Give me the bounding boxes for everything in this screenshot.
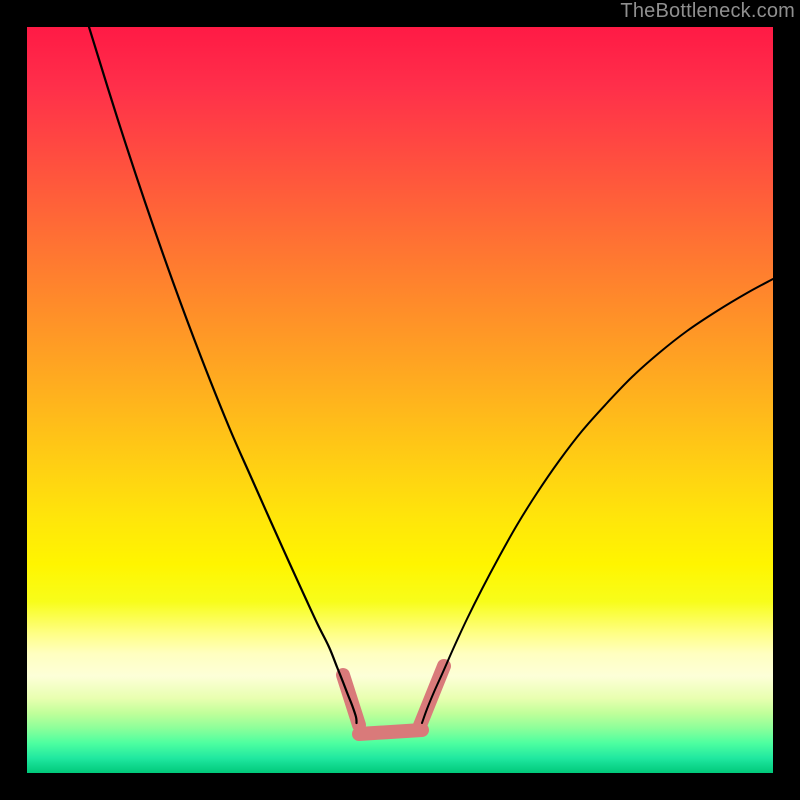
bottleneck-chart bbox=[27, 27, 773, 773]
chart-background bbox=[27, 27, 773, 773]
watermark-text: TheBottleneck.com bbox=[620, 0, 795, 23]
